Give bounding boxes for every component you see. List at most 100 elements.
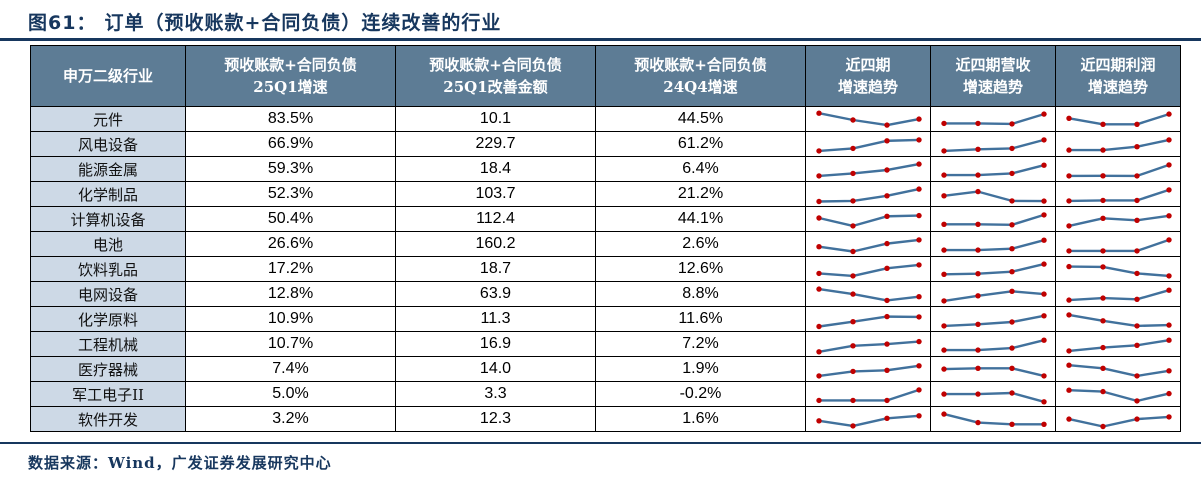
spark-point <box>1100 146 1106 153</box>
figure-title: 图61： 订单（预收账款+合同负债）连续改善的行业 <box>28 8 501 35</box>
spark-point <box>1100 215 1106 221</box>
spark-point <box>816 397 822 403</box>
spark-point <box>850 318 856 324</box>
spark-point <box>1134 247 1140 254</box>
spark-point <box>816 172 822 179</box>
spark-point <box>1166 186 1172 193</box>
sparkline-chart <box>816 338 922 354</box>
sparkline-chart <box>941 365 1047 379</box>
spark-point <box>941 271 947 277</box>
spark-point <box>975 188 981 194</box>
spark-point <box>884 297 890 303</box>
profit-trend-sparkline-cell <box>1055 231 1181 257</box>
industry-cell: 计算机设备 <box>30 206 186 232</box>
spark-point <box>850 342 856 348</box>
revenue-trend-sparkline-cell <box>930 181 1056 207</box>
order-trend-sparkline-cell <box>805 131 931 157</box>
q4-growth-cell: 11.6% <box>595 306 806 332</box>
column-header: 近四期 增速趋势 <box>805 45 931 107</box>
table-row: 军工电子II 5.0% 3.3 -0.2% <box>30 381 1181 407</box>
revenue-trend-sparkline-cell <box>930 131 1056 157</box>
spark-point <box>1100 294 1106 301</box>
spark-point <box>1009 318 1015 325</box>
sparkline-chart <box>941 188 1047 204</box>
sparkline-chart <box>1066 311 1172 329</box>
q1-growth-cell: 50.4% <box>185 206 396 232</box>
sparkline-chart <box>941 136 1047 154</box>
q1-improvement-cell: 229.7 <box>395 131 596 157</box>
profit-trend-sparkline-cell <box>1055 106 1181 132</box>
industry-cell: 医疗器械 <box>30 356 186 382</box>
profit-trend-sparkline-cell <box>1055 181 1181 207</box>
industry-cell: 电网设备 <box>30 281 186 307</box>
spark-point <box>941 297 947 304</box>
sparkline-chart <box>1066 413 1172 429</box>
revenue-trend-sparkline-cell <box>930 406 1056 432</box>
spark-point <box>1100 263 1106 270</box>
sparkline-chart <box>941 110 1047 127</box>
sparkline-chart <box>1066 337 1172 354</box>
spark-point <box>1041 110 1047 117</box>
spark-point <box>1009 389 1015 396</box>
spark-point <box>1041 136 1047 143</box>
spark-point <box>1166 110 1172 117</box>
spark-point <box>1009 344 1015 351</box>
industry-cell: 能源金属 <box>30 156 186 182</box>
q4-growth-cell: 21.2% <box>595 181 806 207</box>
q1-growth-cell: 52.3% <box>185 181 396 207</box>
table-row: 化学原料 10.9% 11.3 11.6% <box>30 306 1181 332</box>
sparkline-chart <box>1066 287 1172 303</box>
spark-point <box>816 243 822 249</box>
table-row: 能源金属 59.3% 18.4 6.4% <box>30 156 1181 182</box>
spark-point <box>1041 197 1047 204</box>
spark-point <box>884 121 890 128</box>
spark-point <box>1066 296 1072 303</box>
spark-point <box>916 185 922 192</box>
spark-point <box>1166 212 1172 218</box>
industry-cell: 软件开发 <box>30 406 186 432</box>
spark-point <box>850 272 856 279</box>
spark-point <box>1066 311 1072 318</box>
spark-point <box>850 290 856 297</box>
spark-point <box>850 222 856 229</box>
spark-point <box>916 338 922 344</box>
spark-point <box>941 246 947 253</box>
spark-point <box>916 236 922 243</box>
footer-divider <box>0 442 1201 444</box>
table-row: 软件开发 3.2% 12.3 1.6% <box>30 406 1181 432</box>
sparkline-chart <box>816 185 922 204</box>
sparkline-chart <box>941 162 1047 178</box>
spark-point <box>1041 162 1047 168</box>
q4-growth-cell: 12.6% <box>595 256 806 282</box>
sparkline-chart <box>941 337 1047 353</box>
spark-point <box>1100 197 1106 203</box>
order-trend-sparkline-cell <box>805 331 931 357</box>
profit-trend-sparkline-cell <box>1055 306 1181 332</box>
industry-order-table: 申万二级行业 预收账款+合同负债 25Q1增速 预收账款+合同负债 25Q1改善金额 预收… <box>30 45 1181 432</box>
spark-point <box>1134 217 1140 223</box>
spark-point <box>941 322 947 329</box>
spark-point <box>1066 415 1072 422</box>
industry-cell: 电池 <box>30 231 186 257</box>
spark-point <box>916 293 922 299</box>
q1-growth-cell: 66.9% <box>185 131 396 157</box>
spark-point <box>975 270 981 276</box>
spark-point <box>1066 247 1072 254</box>
industry-cell: 饮料乳品 <box>30 256 186 282</box>
spark-point <box>1041 237 1047 243</box>
sparkline-chart <box>816 313 922 329</box>
spark-point <box>816 214 822 221</box>
revenue-trend-sparkline-cell <box>930 256 1056 282</box>
industry-cell: 工程机械 <box>30 331 186 357</box>
spark-point <box>975 346 981 353</box>
table-row: 计算机设备 50.4% 112.4 44.1% <box>30 206 1181 232</box>
sparkline-chart <box>941 211 1047 227</box>
q4-growth-cell: 44.1% <box>595 206 806 232</box>
q1-improvement-cell: 18.7 <box>395 256 596 282</box>
spark-point <box>1066 197 1072 204</box>
spark-point <box>884 213 890 219</box>
q4-growth-cell: 1.9% <box>595 356 806 382</box>
spark-point <box>941 192 947 198</box>
spark-point <box>941 120 947 126</box>
spark-point <box>1066 172 1072 179</box>
